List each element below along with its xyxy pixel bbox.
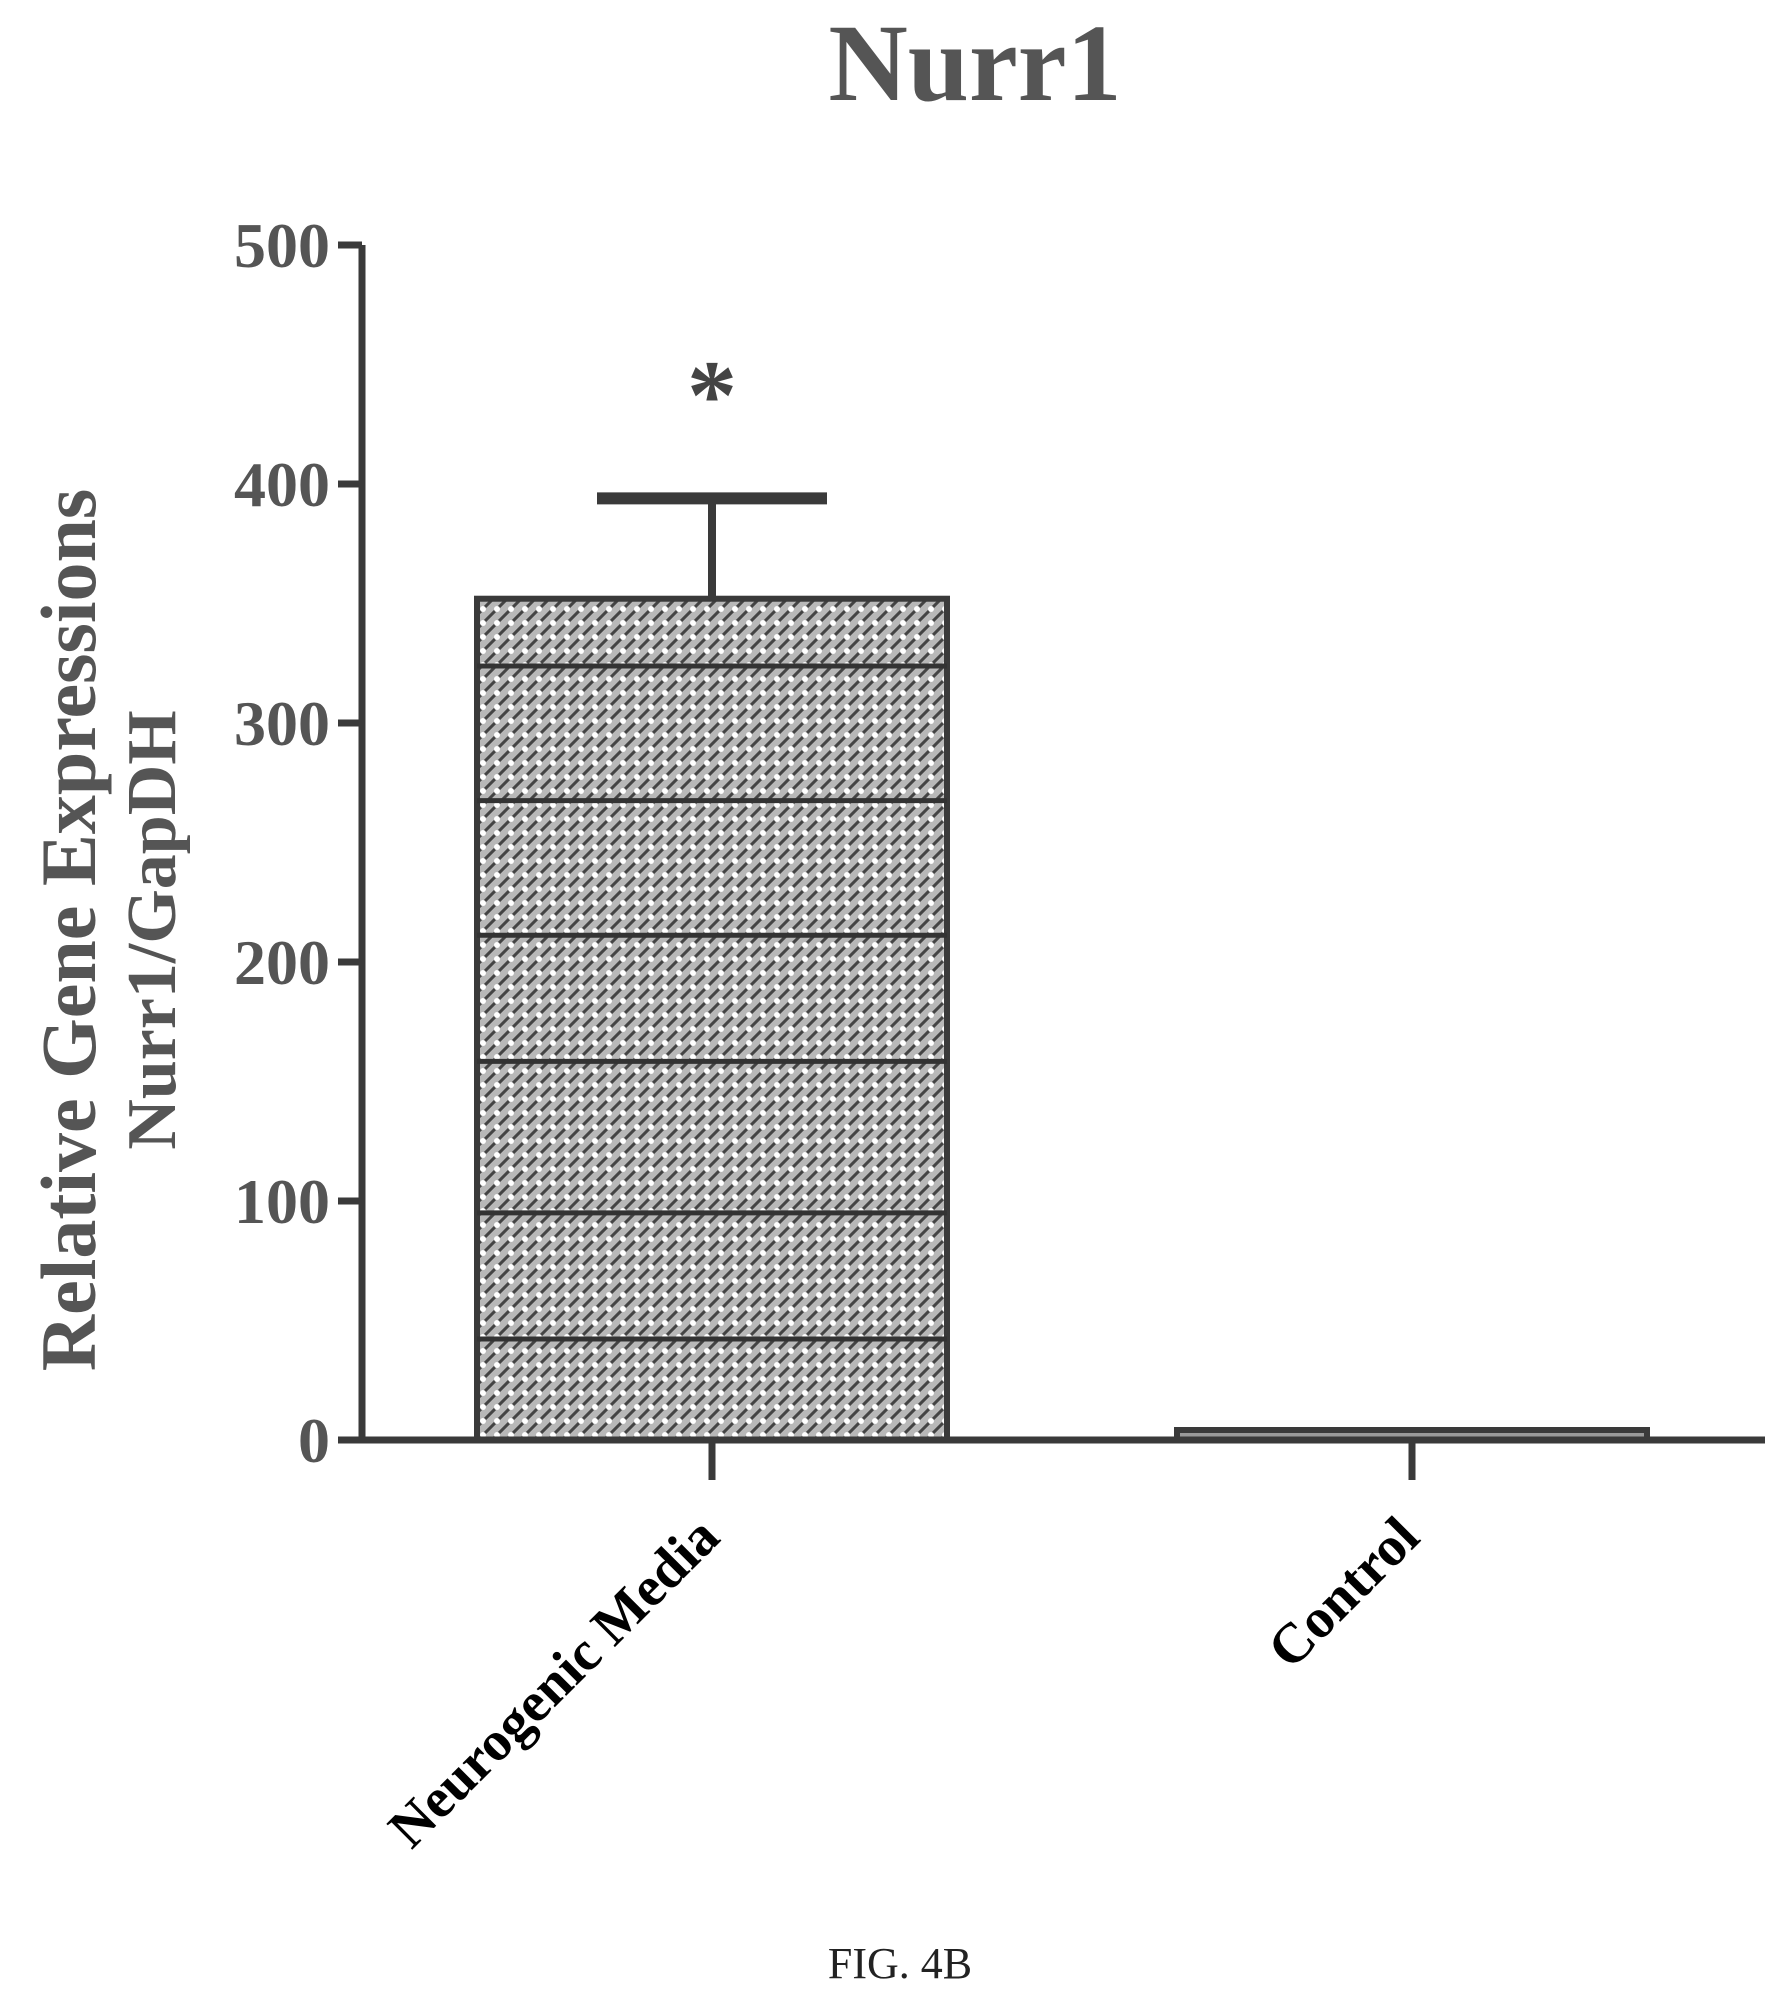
bar-neurogenic-media: [474, 595, 950, 1443]
y-tick-label: 0: [298, 1405, 330, 1476]
y-tick-label: 500: [234, 210, 330, 281]
significance-marker: *: [687, 339, 737, 450]
y-axis-label-line2: Nurr1/GapDH: [114, 710, 191, 1149]
figure-label: FIG. 4B: [828, 1939, 972, 1988]
chart-title: Nurr1: [828, 2, 1121, 124]
x-tick-label: Neurogenic Media: [377, 1505, 731, 1859]
y-tick-label: 300: [234, 688, 330, 759]
x-tick-label: Control: [1256, 1505, 1431, 1680]
bars: *: [474, 339, 1650, 1443]
y-axis-label-line1: Relative Gene Expressions: [25, 489, 112, 1372]
x-axis-ticks: Neurogenic Media Control: [377, 1440, 1431, 1860]
y-axis-ticks: 0 100 200 300 400 500: [234, 210, 362, 1476]
y-tick-label: 200: [234, 927, 330, 998]
y-tick-label: 100: [234, 1166, 330, 1237]
y-tick-label: 400: [234, 449, 330, 520]
